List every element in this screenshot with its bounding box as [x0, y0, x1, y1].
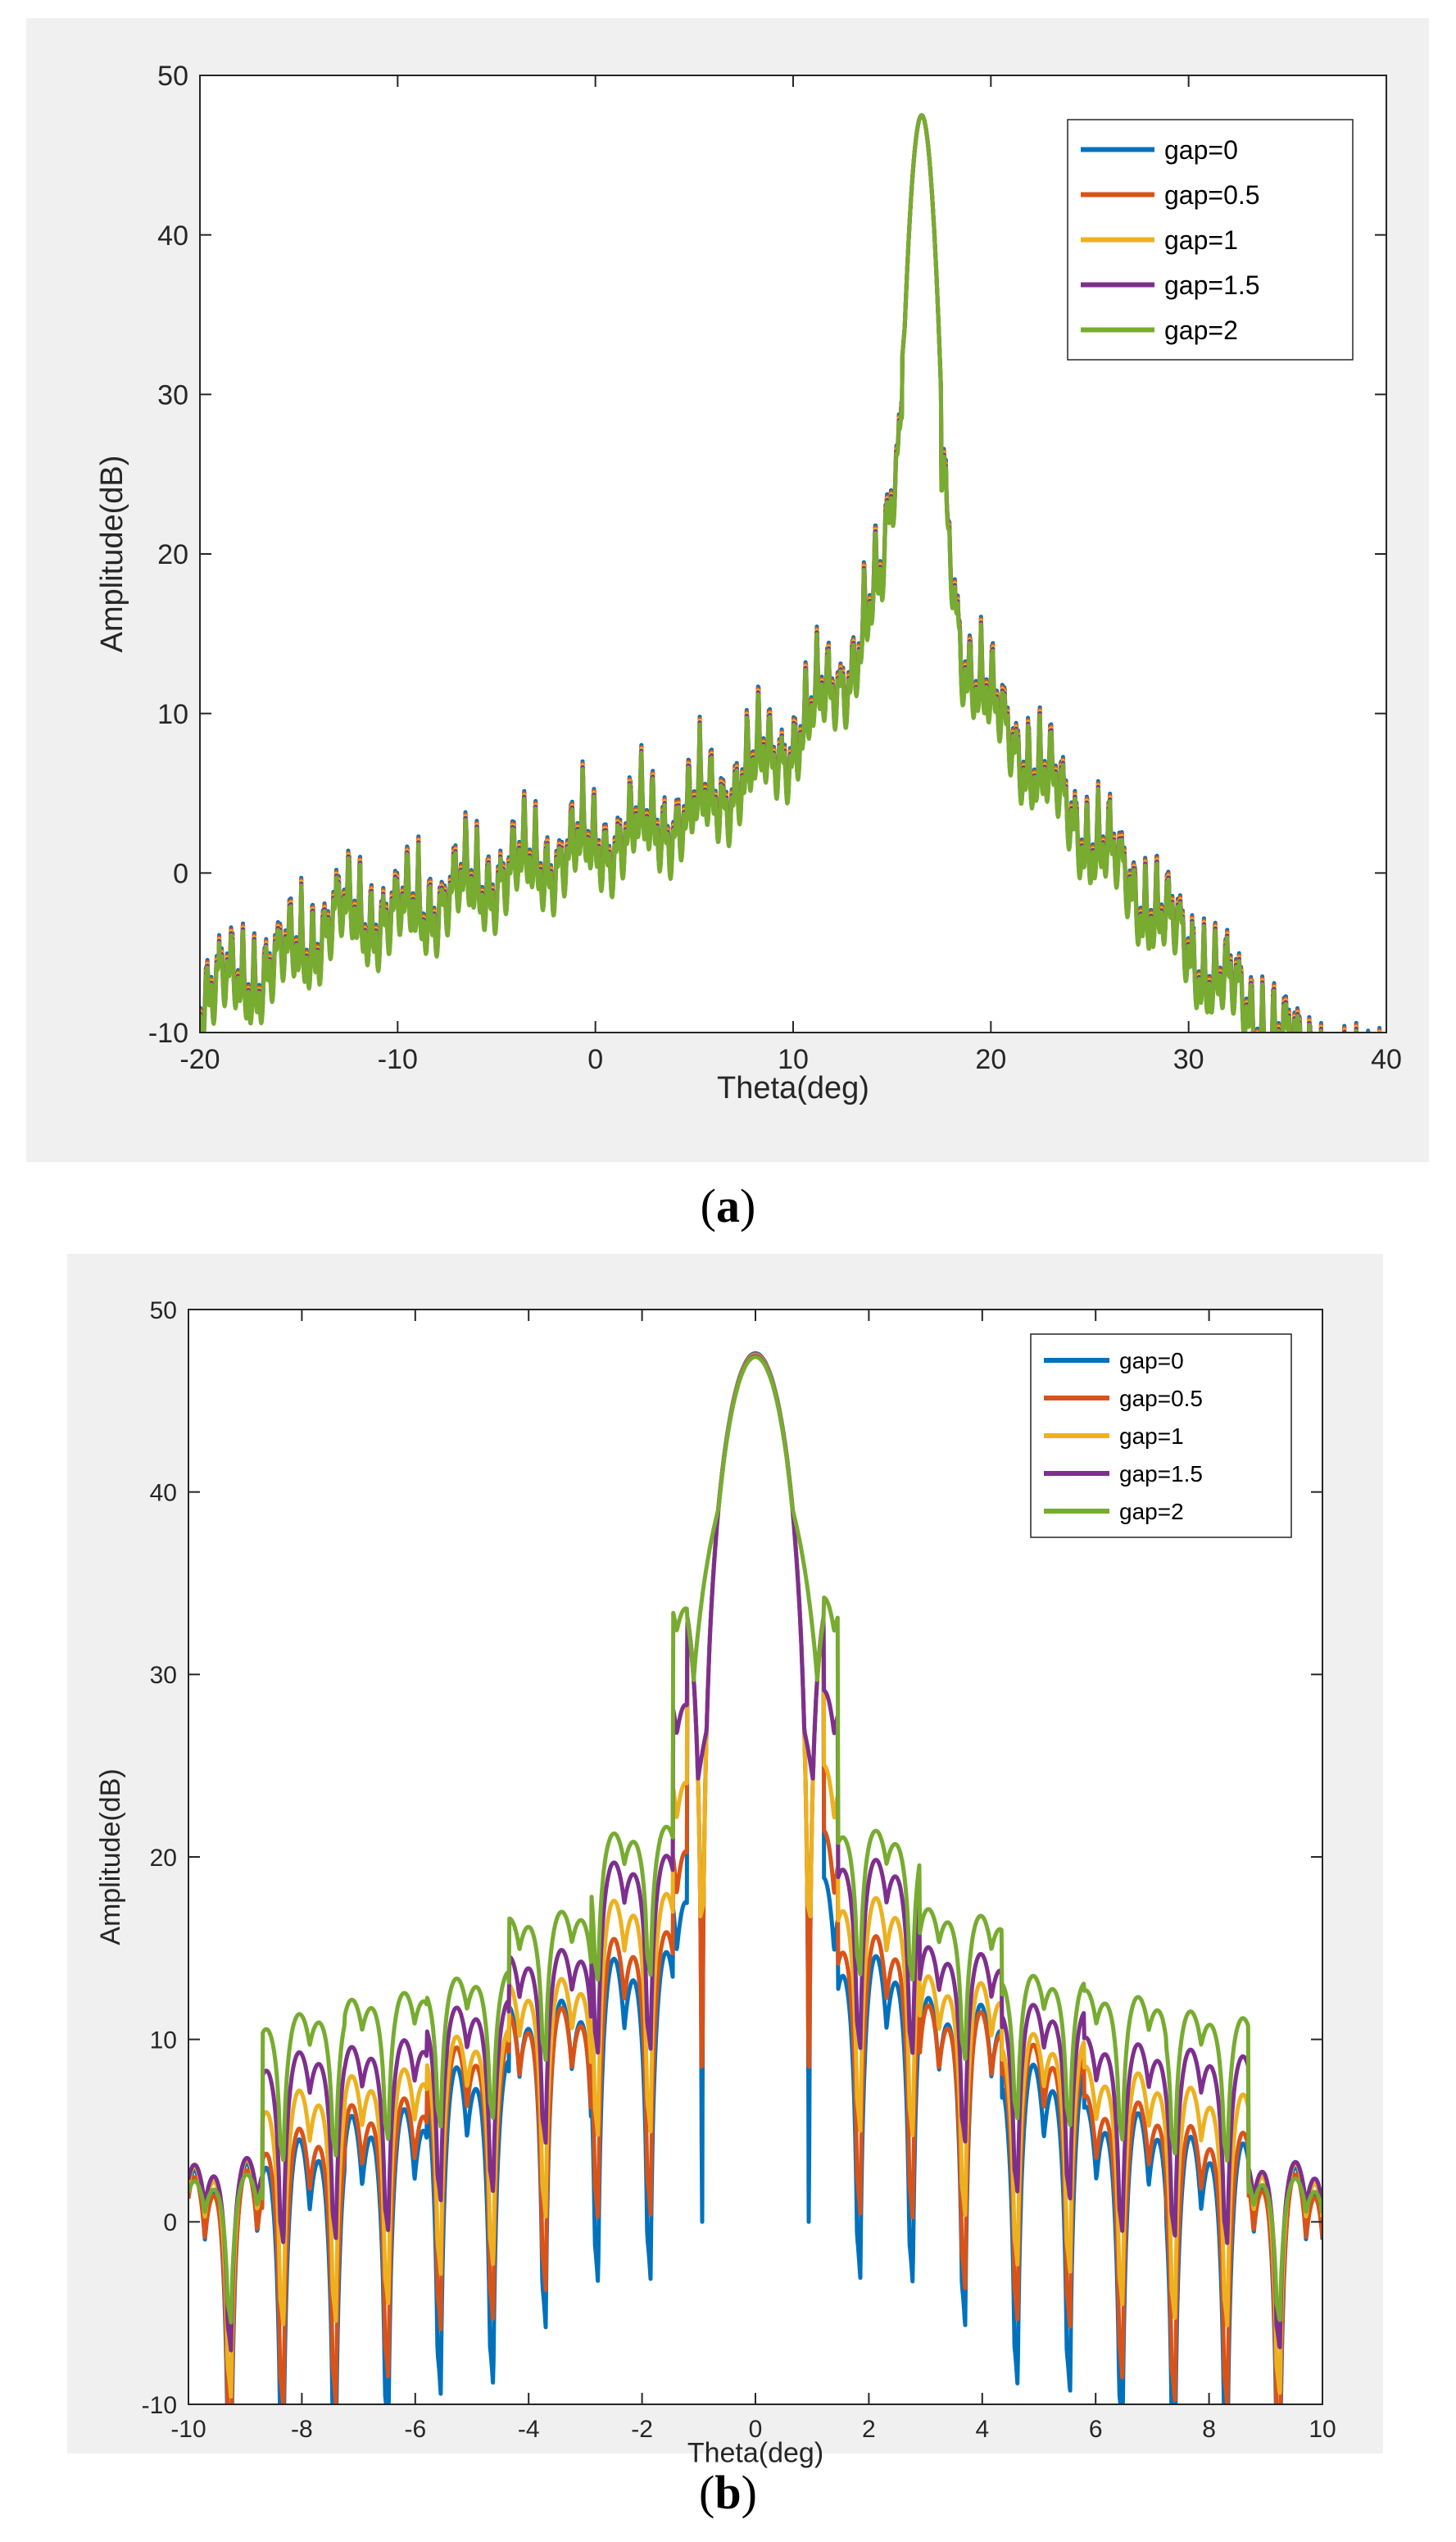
legend-label: gap=2 — [1119, 1499, 1184, 1524]
y-tick-label: 50 — [157, 61, 188, 92]
y-tick-label: 30 — [150, 1662, 177, 1689]
y-tick-label: 20 — [150, 1845, 177, 1872]
legend-label: gap=1.5 — [1119, 1461, 1203, 1487]
legend-label: gap=0.5 — [1164, 180, 1260, 210]
y-tick-label: 10 — [150, 2027, 177, 2054]
y-tick-label: 20 — [157, 539, 188, 570]
y-axis-label: Amplitude(dB) — [95, 1768, 126, 1945]
x-tick-label: -6 — [404, 2416, 426, 2443]
x-tick-label: 30 — [1173, 1044, 1204, 1075]
x-tick-label: -8 — [291, 2416, 313, 2443]
series-line-gap-2 — [188, 1355, 1322, 2325]
chart-a-svg: -20 -10 0 10 20 30 40-1001020304050Theta(deg)A… — [95, 61, 1402, 1105]
x-tick-label: 0 — [587, 1044, 603, 1075]
y-tick-label: 10 — [157, 699, 188, 730]
x-axis-label: Theta(deg) — [687, 2438, 823, 2469]
x-tick-label: 40 — [1371, 1044, 1402, 1075]
chart-panel-b: -10 -8 -6 -4 -2 0 2 4 6 8 10 -10 0 10 20 30 40 50 Theta(de… — [67, 1254, 1383, 2469]
y-axis-label: Amplitude(dB) — [95, 456, 129, 653]
caption-b: (b) — [699, 2466, 757, 2519]
x-tick-label: -4 — [518, 2416, 540, 2443]
y-tick-label: 30 — [157, 380, 188, 411]
y-tick-label: 40 — [150, 1479, 177, 1506]
x-tick-label: -10 — [170, 2416, 206, 2443]
y-tick-label: 40 — [157, 220, 188, 252]
x-tick-label: 4 — [975, 2416, 989, 2443]
y-tick-label: 50 — [150, 1297, 177, 1324]
x-tick-label: -10 — [378, 1044, 418, 1075]
y-tick-label: 0 — [163, 2209, 177, 2236]
legend-label: gap=1 — [1164, 225, 1238, 255]
x-tick-label: 10 — [778, 1044, 809, 1075]
legend-label: gap=0 — [1164, 135, 1238, 165]
legend-label: gap=1 — [1119, 1423, 1184, 1449]
x-tick-label: 10 — [1309, 2416, 1336, 2443]
y-tick-label: 0 — [173, 859, 188, 890]
x-tick-label: -2 — [631, 2416, 653, 2443]
x-tick-label: 6 — [1089, 2416, 1103, 2443]
chart-panel-a: -20 -10 0 10 20 30 40 -10 0 10 20 30 40 50 Theta(deg) A… — [26, 18, 1429, 1162]
x-tick-label: 20 — [975, 1044, 1006, 1075]
caption-a: (a) — [700, 1179, 756, 1232]
chart-b-svg: -10 -8 -6 -4 -2 0 2 4 6 8 10 -10 0 10 20 30 40 50 Theta(de… — [95, 1297, 1336, 2469]
legend-label: gap=2 — [1164, 315, 1238, 345]
legend-label: gap=0 — [1119, 1348, 1184, 1373]
y-tick-label: -10 — [142, 2392, 177, 2419]
x-tick-label: 8 — [1202, 2416, 1216, 2443]
x-axis-label: Theta(deg) — [717, 1071, 869, 1105]
legend-label: gap=1.5 — [1164, 270, 1260, 300]
x-tick-label: -20 — [179, 1044, 220, 1075]
series-line-gap-2 — [200, 113, 1358, 1033]
x-tick-label: 2 — [862, 2416, 876, 2443]
legend-label: gap=0.5 — [1119, 1386, 1203, 1411]
x-tick-label: 0 — [749, 2416, 763, 2443]
y-tick-label: -10 — [148, 1018, 188, 1049]
